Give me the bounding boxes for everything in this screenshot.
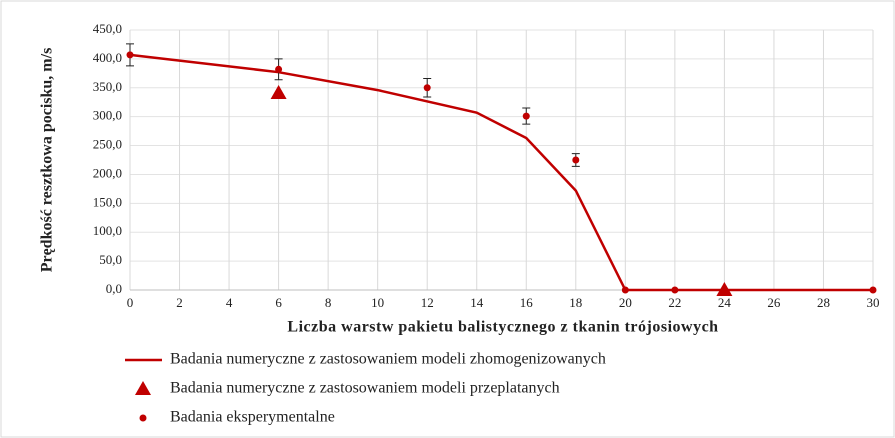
point [621, 286, 629, 294]
y-tick-label: 200,0 [93, 165, 122, 180]
point [671, 286, 679, 294]
x-tick-label: 16 [520, 295, 534, 310]
x-tick-label: 24 [718, 295, 732, 310]
x-tick-label: 2 [176, 295, 183, 310]
y-tick-label: 250,0 [93, 137, 122, 152]
legend-label: Badania numeryczne z zastosowaniem model… [170, 351, 606, 368]
x-tick-label: 0 [127, 295, 134, 310]
y-tick-label: 150,0 [93, 194, 122, 209]
x-tick-label: 12 [421, 295, 434, 310]
point [139, 414, 147, 422]
triangle-marker [135, 381, 151, 395]
x-tick-label: 20 [619, 295, 632, 310]
point [522, 112, 530, 120]
y-tick-label: 400,0 [93, 50, 122, 65]
point [423, 84, 431, 92]
x-tick-label: 26 [767, 295, 781, 310]
x-tick-label: 18 [569, 295, 582, 310]
line [129, 53, 873, 292]
x-tick-label: 14 [470, 295, 484, 310]
x-tick-label: 8 [325, 295, 332, 310]
y-tick-label: 0,0 [106, 281, 122, 296]
x-tick-label: 4 [226, 295, 233, 310]
x-tick-label: 6 [275, 295, 282, 310]
point [275, 65, 283, 73]
triangle-marker [270, 84, 287, 99]
point [869, 286, 877, 294]
point [126, 51, 134, 59]
x-tick-label: 22 [668, 295, 681, 310]
y-tick-label: 300,0 [93, 108, 122, 123]
y-tick-label: 350,0 [93, 79, 122, 94]
point [572, 156, 580, 164]
legend-label: Badania eksperymentalne [170, 409, 335, 426]
x-tick-label: 28 [817, 295, 830, 310]
y-tick-label: 450,0 [93, 21, 122, 36]
legend-label: Badania numeryczne z zastosowaniem model… [170, 380, 560, 397]
x-axis-title: Liczba warstw pakietu balistycznego z tk… [287, 319, 718, 336]
x-tick-label: 30 [867, 295, 880, 310]
y-tick-label: 50,0 [99, 252, 122, 267]
y-tick-label: 100,0 [93, 223, 122, 238]
triangle-marker [716, 282, 733, 296]
x-tick-label: 10 [371, 295, 384, 310]
y-axis-title: Prędkość resztkowa pocisku, m/s [39, 48, 56, 273]
